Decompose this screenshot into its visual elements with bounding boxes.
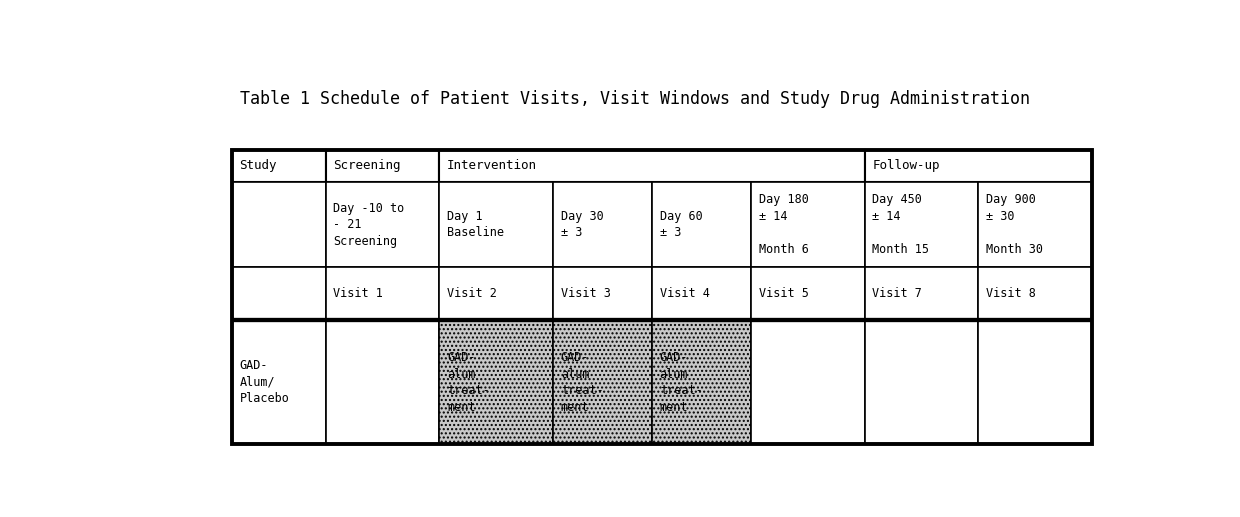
Text: Day -10 to
- 21
Screening: Day -10 to - 21 Screening (334, 202, 404, 248)
Text: Table 1 Schedule of Patient Visits, Visit Windows and Study Drug Administration: Table 1 Schedule of Patient Visits, Visi… (241, 90, 1030, 108)
Bar (326, 149, 439, 182)
Text: Visit 2: Visit 2 (448, 287, 497, 300)
Bar (652, 267, 751, 321)
Bar (232, 267, 326, 321)
Bar (326, 182, 439, 267)
Text: Visit 3: Visit 3 (560, 287, 611, 300)
Bar (751, 321, 864, 444)
Text: Visit 7: Visit 7 (872, 287, 923, 300)
Text: Visit 8: Visit 8 (986, 287, 1035, 300)
Bar (553, 182, 652, 267)
Text: Screening: Screening (334, 159, 401, 172)
Text: Day 180
± 14

Month 6: Day 180 ± 14 Month 6 (759, 193, 808, 256)
Text: Visit 4: Visit 4 (660, 287, 709, 300)
Text: Intervention: Intervention (448, 159, 537, 172)
Bar (553, 267, 652, 321)
Bar (232, 321, 326, 444)
Text: Visit 5: Visit 5 (759, 287, 808, 300)
Bar (232, 149, 1092, 444)
Bar (864, 182, 978, 267)
Bar (439, 149, 864, 182)
Bar (326, 321, 439, 444)
Bar (326, 267, 439, 321)
Text: Day 450
± 14

Month 15: Day 450 ± 14 Month 15 (872, 193, 929, 256)
Text: Visit 1: Visit 1 (334, 287, 383, 300)
Text: GAD-
alum
treat-
ment: GAD- alum treat- ment (448, 351, 490, 414)
Bar (864, 321, 978, 444)
Bar (232, 182, 326, 267)
Bar (652, 182, 751, 267)
Bar (439, 267, 553, 321)
Text: Day 30
± 3: Day 30 ± 3 (560, 210, 604, 239)
Text: Day 60
± 3: Day 60 ± 3 (660, 210, 703, 239)
Text: Day 1
Baseline: Day 1 Baseline (448, 210, 505, 239)
Bar (439, 182, 553, 267)
Bar (439, 321, 553, 444)
Text: GAD-
alum
treat-
ment: GAD- alum treat- ment (560, 351, 604, 414)
Bar (978, 321, 1092, 444)
Bar (864, 267, 978, 321)
Text: GAD-
alum
treat-
ment: GAD- alum treat- ment (660, 351, 703, 414)
Bar (652, 321, 751, 444)
Bar (864, 149, 1092, 182)
Text: GAD-
Alum/
Placebo: GAD- Alum/ Placebo (239, 359, 289, 405)
Text: Study: Study (239, 159, 277, 172)
Bar (751, 267, 864, 321)
Text: Follow-up: Follow-up (872, 159, 940, 172)
Bar (553, 321, 652, 444)
Bar (751, 182, 864, 267)
Bar (978, 182, 1092, 267)
Bar (232, 149, 326, 182)
Bar (978, 267, 1092, 321)
Text: Day 900
± 30

Month 30: Day 900 ± 30 Month 30 (986, 193, 1043, 256)
